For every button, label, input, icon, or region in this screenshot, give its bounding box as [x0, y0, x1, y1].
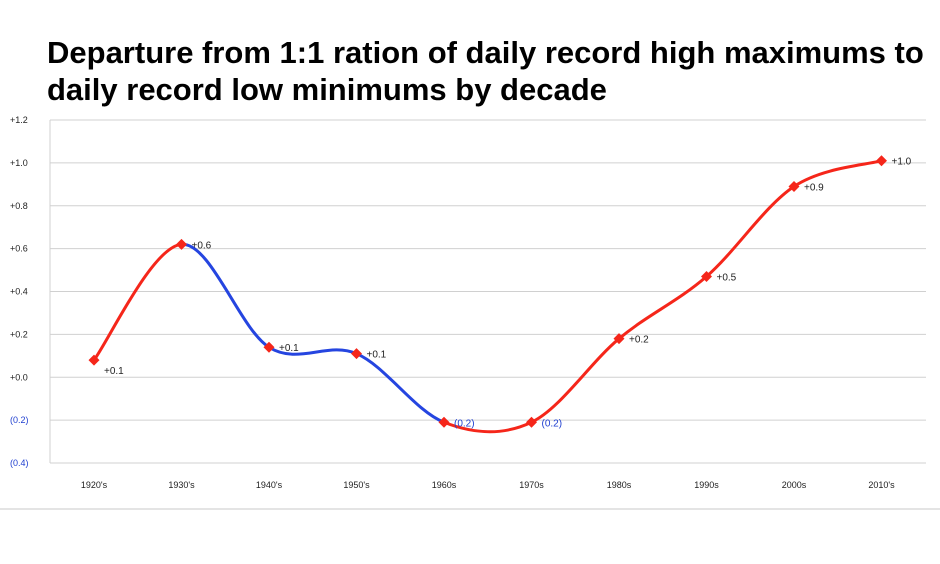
gridlines — [49, 119, 926, 464]
data-point — [351, 348, 362, 360]
line-segment — [705, 184, 796, 278]
data-point — [788, 180, 800, 192]
series-markers — [88, 155, 887, 428]
data-label: +0.6 — [192, 240, 212, 251]
data-point — [88, 354, 100, 366]
data-label: +0.1 — [104, 366, 124, 377]
y-tick-label: +0.8 — [10, 201, 28, 211]
data-point — [876, 155, 887, 167]
x-tick-label: 1990s — [694, 480, 719, 490]
y-tick-label: +0.4 — [10, 287, 28, 297]
line-segment — [92, 242, 183, 362]
data-label: (0.2) — [542, 418, 563, 429]
line-segment — [792, 159, 883, 188]
x-tick-label: 1980s — [607, 480, 632, 490]
line-segment — [355, 352, 446, 424]
line-segment — [530, 337, 621, 424]
line-segment — [442, 420, 533, 434]
y-axis-tick-labels: +1.2 +1.0 +0.8 +0.6 +0.4 +0.2 +0.0 (0.2) (0.4) — [10, 115, 29, 468]
data-label: +0.2 — [629, 335, 649, 346]
data-point — [438, 416, 450, 428]
x-tick-label: 1970s — [519, 480, 544, 490]
data-point — [176, 238, 187, 250]
y-tick-label: +0.6 — [10, 244, 28, 254]
x-tick-label: 2000s — [782, 480, 807, 490]
data-point — [613, 333, 625, 345]
data-point — [701, 270, 712, 282]
y-tick-label: +0.2 — [10, 329, 28, 339]
data-labels: +0.1 +0.6 +0.1 +0.1 (0.2) (0.2) +0.2 +0.5 +0.9 +1… — [104, 157, 912, 430]
line-segment — [267, 345, 358, 356]
line-segment — [617, 274, 708, 341]
y-tick-label: (0.4) — [10, 458, 29, 468]
y-tick-label: (0.2) — [10, 415, 29, 425]
y-tick-label: +1.2 — [10, 115, 28, 125]
y-tick-label: +0.0 — [10, 372, 28, 382]
x-tick-label: 1950's — [343, 480, 370, 490]
data-label: +0.1 — [279, 343, 299, 354]
x-axis-tick-labels: 1920's 1930's 1940's 1950's 1960s 1970s 1980s 1… — [81, 480, 895, 490]
line-segment — [180, 242, 271, 349]
y-tick-label: +1.0 — [10, 158, 28, 168]
x-tick-label: 2010's — [868, 480, 895, 490]
series-line — [92, 159, 883, 434]
data-label: +0.9 — [804, 182, 824, 193]
data-label: (0.2) — [454, 418, 475, 429]
x-tick-label: 1930's — [168, 480, 195, 490]
x-tick-label: 1940's — [256, 480, 283, 490]
x-tick-label: 1920's — [81, 480, 108, 490]
x-tick-label: 1960s — [432, 480, 457, 490]
data-point — [526, 416, 537, 428]
data-label: +1.0 — [892, 157, 912, 168]
data-label: +0.1 — [367, 350, 387, 361]
data-label: +0.5 — [717, 272, 737, 283]
chart-title: Departure from 1:1 ration of daily recor… — [47, 35, 924, 107]
data-point — [263, 341, 275, 353]
